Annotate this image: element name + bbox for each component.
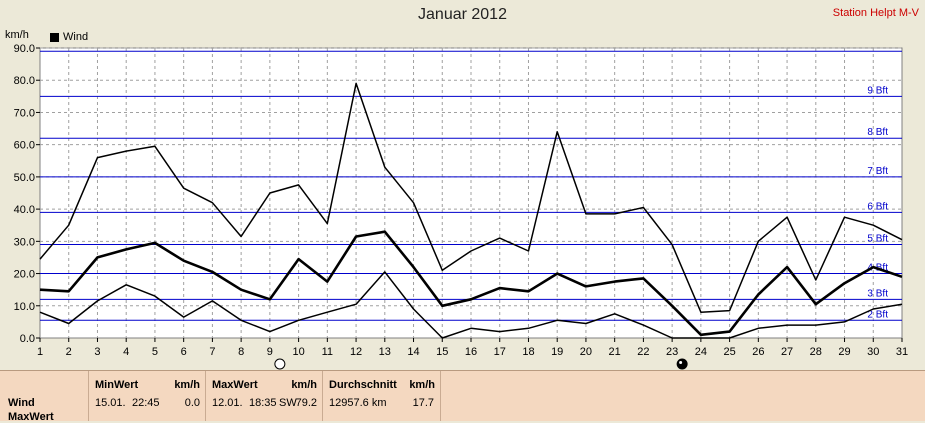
x-tick-label: 23 [666,346,678,358]
y-tick-label: 80.0 [14,75,35,87]
x-tick-label: 18 [522,346,534,358]
x-tick-label: 27 [781,346,793,358]
min-header: MinWert [95,379,139,391]
y-axis: 0.0 10.0 20.0 30.0 40.0 50.0 60.0 70.0 80.0 90.0 [14,43,40,345]
beaufort-label: 8 Bft [867,127,888,138]
y-tick-label: 50.0 [14,172,35,184]
avg-unit: km/h [409,379,435,391]
summary-avg: Durchschnitt km/h 12957.6 km 17.7 [322,371,441,421]
full-moon-icon [274,358,286,370]
y-tick-label: 60.0 [14,140,35,152]
max-direction: SW [279,397,297,409]
min-value: 0.0 [184,397,200,409]
max-date: 12.01. [212,397,243,409]
x-tick-label: 12 [350,346,362,358]
summary-row-labels: Wind MaxWert [0,371,88,423]
moon-phases [274,358,688,370]
x-tick-label: 7 [209,346,215,358]
summary-max: MaxWert km/h 12.01. 18:35 SW 79.2 [205,371,323,421]
x-tick-label: 14 [407,346,419,358]
legend: Wind [50,31,88,43]
x-tick-label: 19 [551,346,563,358]
series-line-avg [39,230,903,337]
summary-min: MinWert km/h 15.01. 22:45 0.0 [88,371,206,421]
legend-label: Wind [63,31,89,43]
x-tick-label: 5 [152,346,158,358]
x-tick-label: 4 [123,346,129,358]
y-tick-label: 90.0 [14,43,35,55]
x-tick-label: 9 [267,346,273,358]
summary-row-label: Wind [8,397,35,409]
x-tick-label: 21 [609,346,621,358]
min-time: 22:45 [132,397,160,409]
summary-panel: Wind MaxWert MinWert km/h 15.01. 22:45 0… [0,370,925,423]
y-tick-label: 20.0 [14,269,35,281]
series-group [39,82,903,339]
min-date: 15.01. [95,397,126,409]
x-tick-label: 10 [292,346,304,358]
x-tick-label: 17 [494,346,506,358]
legend-swatch [50,32,59,42]
x-tick-label: 1 [37,346,43,358]
chart-title: Januar 2012 [418,6,507,23]
x-tick-label: 29 [838,346,850,358]
x-tick-label: 24 [695,346,707,358]
beaufort-label: 9 Bft [867,85,888,96]
max-value: 79.2 [295,397,317,409]
x-tick-label: 3 [94,346,100,358]
x-tick-label: 31 [896,346,908,358]
max-unit: km/h [291,379,317,391]
beaufort-label: 5 Bft [867,234,888,245]
x-tick-label: 30 [867,346,879,358]
y-axis-unit: km/h [5,29,29,41]
avg-value: 17.7 [412,397,434,409]
avg-header: Durchschnitt [329,379,397,391]
series-line-max [39,82,903,313]
beaufort-label: 3 Bft [867,288,888,299]
x-tick-label: 28 [810,346,822,358]
summary-row-label-2: MaxWert [8,411,54,423]
x-tick-label: 8 [238,346,244,358]
series-line-min [39,271,903,339]
new-moon-icon [676,358,688,370]
x-tick-label: 26 [752,346,764,358]
beaufort-label: 7 Bft [867,166,888,177]
x-tick-label: 20 [580,346,592,358]
beaufort-label: 6 Bft [867,201,888,212]
y-tick-label: 40.0 [14,204,35,216]
y-tick-label: 10.0 [14,301,35,313]
beaufort-label: 2 Bft [867,309,888,320]
x-tick-label: 25 [723,346,735,358]
y-tick-label: 70.0 [14,107,35,119]
max-header: MaxWert [212,379,258,391]
min-unit: km/h [174,379,200,391]
avg-distance: 12957.6 km [329,397,387,409]
station-name: Station Helpt M-V [832,7,919,19]
x-tick-label: 13 [379,346,391,358]
x-tick-label: 2 [66,346,72,358]
x-tick-label: 16 [465,346,477,358]
y-tick-label: 30.0 [14,236,35,248]
max-time: 18:35 [249,397,277,409]
x-tick-label: 11 [322,346,333,358]
x-tick-label: 15 [436,346,448,358]
x-axis: 1 2 3 4 5 6 7 8 9 10 11 12 13 14 15 16 17 18 19 20 21 22 23 24 2… [37,338,908,358]
y-tick-label: 0.0 [20,333,35,345]
x-tick-label: 6 [181,346,187,358]
x-tick-label: 22 [637,346,649,358]
new-moon-highlight [679,361,683,364]
